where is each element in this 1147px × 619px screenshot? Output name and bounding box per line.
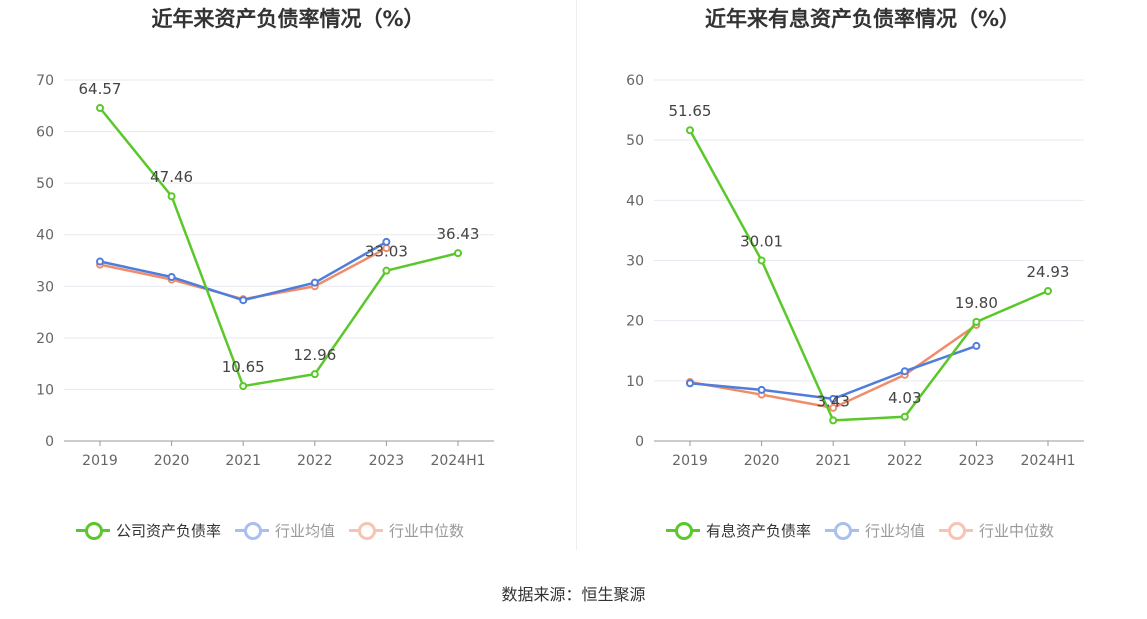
chart-2-x-tick-label: 2020 bbox=[744, 453, 780, 469]
legend-label: 公司资产负债率 bbox=[116, 521, 222, 540]
chart-1-y-tick-label: 40 bbox=[36, 228, 54, 244]
chart-1-data-label: 10.65 bbox=[222, 358, 265, 376]
chart-1-data-point-0 bbox=[310, 370, 319, 379]
chart-2-data-label: 4.03 bbox=[888, 389, 921, 407]
chart-2-data-label: 24.93 bbox=[1027, 263, 1070, 281]
legend-label: 行业中位数 bbox=[979, 521, 1055, 540]
chart-2-y-tick-label: 20 bbox=[626, 314, 644, 330]
chart-2-data-label: 19.80 bbox=[955, 294, 998, 312]
chart-1-data-label: 12.96 bbox=[293, 346, 336, 364]
chart-2-y-tick-label: 60 bbox=[626, 73, 644, 89]
chart-1-y-tick-label: 60 bbox=[36, 125, 54, 141]
panel-divider bbox=[576, 0, 577, 550]
chart-1-y-tick-label: 30 bbox=[36, 279, 54, 295]
chart-1-x-tick-label: 2021 bbox=[225, 453, 261, 469]
chart-2-data-label: 3.43 bbox=[816, 392, 849, 410]
chart-1-y-tick-label: 10 bbox=[36, 382, 54, 398]
legend-label: 行业均值 bbox=[865, 521, 926, 540]
chart-2-y-tick-label: 10 bbox=[626, 374, 644, 390]
chart-2-data-point-0 bbox=[686, 126, 694, 135]
chart-2-y-tick-label: 30 bbox=[626, 254, 644, 270]
chart-2-x-tick-label: 2022 bbox=[887, 453, 923, 469]
chart-1-data-label: 64.57 bbox=[79, 80, 122, 98]
chart-1-data-point-0 bbox=[454, 249, 462, 258]
chart-2-data-label: 30.01 bbox=[740, 232, 783, 250]
chart-1-data-point-0 bbox=[167, 192, 176, 201]
legend-marker-icon bbox=[825, 521, 860, 540]
chart-1-data-point-1 bbox=[382, 237, 391, 246]
chart-2-y-tick-label: 50 bbox=[626, 133, 644, 149]
chart-2-x-tick-label: 2023 bbox=[959, 453, 995, 469]
chart-1-x-tick-label: 2019 bbox=[82, 453, 118, 469]
chart-1-data-label: 36.43 bbox=[437, 225, 480, 243]
chart-2-y-tick-label: 40 bbox=[626, 193, 644, 209]
legend-item-company-debt-ratio[interactable]: 公司资产负债率 bbox=[76, 520, 221, 541]
chart-1-legend: 公司资产负债率 行业均值 行业中位数 bbox=[76, 517, 478, 543]
chart-2-data-point-1 bbox=[900, 367, 909, 376]
chart-1-data-point-1 bbox=[239, 296, 248, 305]
chart-1-data-point-0 bbox=[96, 104, 104, 113]
chart-2-data-point-1 bbox=[757, 385, 766, 394]
legend-item-industry-mean[interactable]: 行业均值 bbox=[825, 520, 925, 541]
chart-1-x-tick-label: 2020 bbox=[154, 453, 190, 469]
legend-item-interest-debt-ratio[interactable]: 有息资产负债率 bbox=[666, 520, 811, 541]
legend-marker-icon bbox=[349, 521, 384, 540]
chart-2-plot: 0 10 20 30 40 50 60 2019 2020 2021 2022 2023 2024H1 5… bbox=[626, 73, 1084, 469]
chart-1-data-point-1 bbox=[310, 278, 319, 287]
legend-item-industry-median[interactable]: 行业中位数 bbox=[349, 520, 464, 541]
chart-1-data-label: 33.03 bbox=[365, 243, 408, 261]
chart-2-x-tick-label: 2019 bbox=[672, 453, 708, 469]
chart-2-data-point-1 bbox=[829, 394, 838, 403]
chart-2-data-point-1 bbox=[686, 379, 694, 388]
legend-label: 行业均值 bbox=[275, 521, 336, 540]
chart-1-y-tick-label: 50 bbox=[36, 176, 54, 192]
chart-1-x-tick-label: 2023 bbox=[369, 453, 405, 469]
chart-1-x-tick-label: 2022 bbox=[297, 453, 333, 469]
chart-2-title: 近年来有息资产负债率情况（%） bbox=[704, 7, 1021, 31]
chart-2-data-point-0 bbox=[972, 317, 981, 326]
chart-1-y-tick-label: 20 bbox=[36, 331, 54, 347]
chart-1-y-tick-label: 70 bbox=[36, 73, 54, 89]
chart-2-series-line-0 bbox=[688, 129, 1049, 422]
chart-1-data-point-0 bbox=[382, 266, 391, 275]
chart-1-title: 近年来资产负债率情况（%） bbox=[151, 7, 425, 31]
chart-2-data-point-1 bbox=[972, 341, 981, 350]
chart-2-data-point-2 bbox=[829, 403, 838, 412]
chart-2-data-point-0 bbox=[829, 416, 838, 425]
chart-2-x-tick-label: 2024H1 bbox=[1020, 453, 1075, 469]
legend-label: 有息资产负债率 bbox=[706, 521, 812, 540]
chart-1-data-label: 47.46 bbox=[150, 168, 193, 186]
legend-label: 行业中位数 bbox=[389, 521, 465, 540]
chart-2-x-tick-label: 2021 bbox=[815, 453, 851, 469]
legend-item-industry-median[interactable]: 行业中位数 bbox=[939, 520, 1054, 541]
legend-marker-icon bbox=[666, 521, 700, 540]
data-source-note: 数据来源：恒生聚源 bbox=[501, 585, 646, 604]
legend-marker-icon bbox=[76, 521, 110, 540]
chart-2-data-point-0 bbox=[900, 412, 909, 421]
chart-2-legend: 有息资产负债率 行业均值 行业中位数 bbox=[666, 517, 1068, 543]
chart-2-data-point-0 bbox=[1044, 287, 1052, 296]
chart-2-y-tick-label: 0 bbox=[635, 434, 644, 450]
chart-1-data-point-1 bbox=[167, 273, 176, 282]
chart-1-series-line-0 bbox=[99, 107, 459, 388]
chart-2-data-point-0 bbox=[757, 256, 766, 265]
legend-marker-icon bbox=[235, 521, 270, 540]
chart-1-y-tick-label: 0 bbox=[45, 434, 54, 450]
chart-1-data-point-1 bbox=[96, 257, 104, 266]
legend-marker-icon bbox=[939, 521, 974, 540]
chart-1-x-tick-label: 2024H1 bbox=[430, 453, 485, 469]
chart-1-plot: 0 10 20 30 40 50 60 70 2019 2020 2021 2022 2023 2024H… bbox=[36, 73, 494, 469]
chart-1-data-point-0 bbox=[239, 382, 248, 391]
chart-2-data-label: 51.65 bbox=[669, 102, 712, 120]
legend-item-industry-mean[interactable]: 行业均值 bbox=[235, 520, 335, 541]
